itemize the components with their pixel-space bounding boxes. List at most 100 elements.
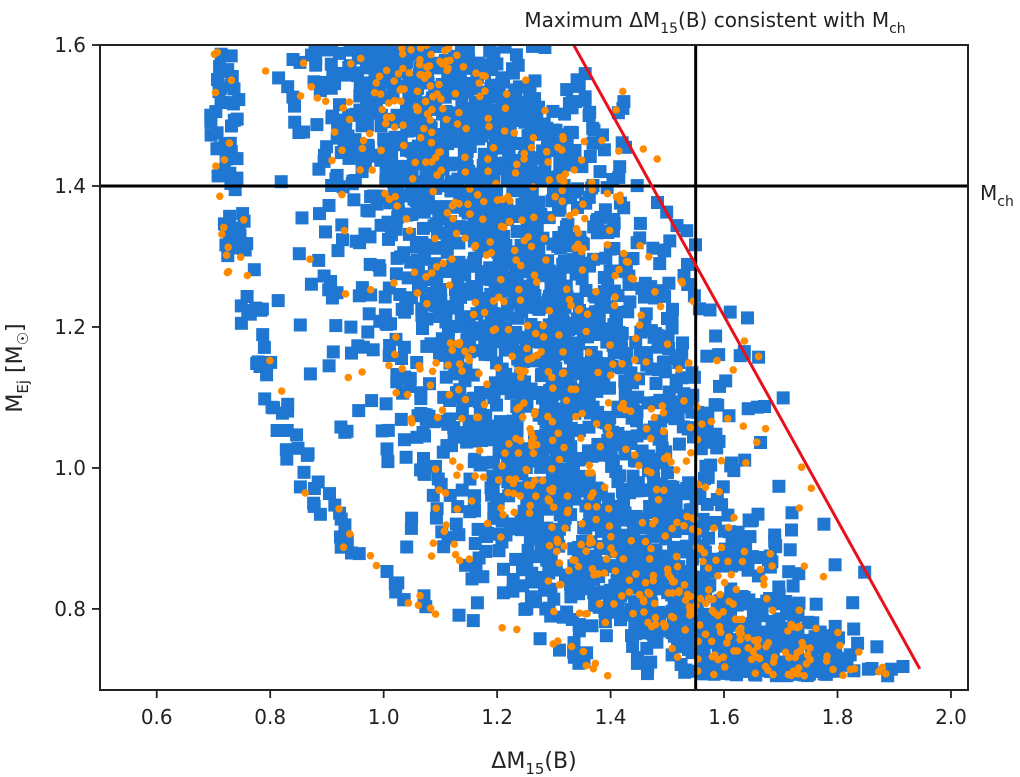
data-point-square	[270, 424, 284, 437]
data-point-square	[331, 244, 345, 258]
data-point-square	[633, 216, 647, 230]
data-point-square	[417, 452, 430, 465]
data-point-dot	[439, 104, 447, 113]
data-point-dot	[680, 397, 688, 405]
data-point-dot	[341, 290, 350, 298]
data-point-dot	[391, 350, 399, 359]
data-point-square	[625, 629, 638, 643]
data-point-square	[559, 421, 573, 435]
data-point-dot	[560, 443, 568, 452]
data-point-dot	[511, 169, 520, 177]
data-point-dot	[753, 438, 761, 447]
data-point-dot	[571, 244, 580, 252]
data-point-square	[286, 53, 300, 66]
data-point-dot	[432, 263, 441, 271]
data-point-dot	[464, 353, 473, 361]
data-point-square	[487, 48, 501, 62]
data-point-dot	[227, 76, 236, 84]
data-point-dot	[785, 653, 793, 662]
data-point-square	[329, 172, 343, 186]
data-point-dot	[277, 387, 286, 395]
data-point-square	[532, 241, 546, 255]
data-point-square	[375, 48, 389, 62]
data-point-square	[661, 330, 675, 344]
data-point-dot	[738, 557, 747, 566]
data-point-dot	[366, 551, 375, 560]
data-point-dot	[479, 215, 487, 223]
data-point-square	[698, 472, 711, 486]
data-point-dot	[533, 351, 542, 360]
data-point-dot	[455, 360, 464, 368]
data-point-dot	[725, 633, 733, 641]
data-point-dot	[736, 635, 744, 644]
data-point-dot	[571, 385, 580, 394]
data-point-square	[442, 323, 455, 337]
data-point-dot	[424, 70, 432, 79]
data-point-dot	[675, 587, 684, 595]
data-point-dot	[504, 192, 512, 201]
data-point-dot	[453, 120, 462, 128]
data-point-dot	[497, 533, 505, 541]
data-point-dot	[517, 373, 525, 382]
data-point-dot	[668, 644, 676, 653]
data-point-square	[587, 555, 601, 569]
data-point-dot	[739, 422, 748, 431]
data-point-square	[397, 433, 411, 447]
data-point-dot	[358, 144, 367, 153]
data-point-dot	[585, 539, 594, 547]
data-point-square	[430, 274, 444, 288]
data-point-dot	[579, 647, 588, 656]
data-point-dot	[646, 434, 655, 443]
x-tick-label: 1.6	[708, 705, 740, 729]
data-point-dot	[575, 609, 584, 617]
data-point-dot	[513, 405, 521, 413]
data-point-dot	[372, 561, 381, 570]
data-point-square	[336, 233, 349, 247]
data-point-dot	[555, 331, 563, 339]
data-point-square	[490, 398, 503, 412]
data-point-dot	[313, 94, 322, 102]
data-point-dot	[456, 463, 464, 471]
data-point-square	[279, 443, 293, 457]
data-point-dot	[483, 380, 491, 389]
data-point-square	[495, 416, 509, 430]
data-point-square	[506, 66, 520, 80]
data-point-square	[511, 311, 525, 325]
data-point-dot	[584, 348, 593, 357]
data-point-square	[632, 484, 646, 498]
data-point-square	[486, 387, 500, 401]
data-point-square	[313, 207, 326, 221]
data-point-square	[515, 198, 529, 212]
data-point-dot	[461, 395, 470, 404]
data-point-square	[307, 496, 321, 510]
data-point-dot	[544, 577, 553, 585]
data-point-dot	[225, 139, 234, 147]
data-point-square	[461, 45, 475, 57]
data-point-dot	[408, 419, 416, 427]
data-point-dot	[475, 369, 483, 378]
data-point-dot	[577, 540, 585, 549]
data-point-square	[499, 367, 513, 381]
data-point-dot	[582, 547, 590, 555]
data-point-dot	[461, 234, 469, 242]
data-point-square	[723, 305, 737, 319]
data-point-dot	[829, 665, 837, 674]
data-point-square	[506, 573, 520, 586]
data-point-dot	[416, 133, 425, 142]
data-point-dot	[498, 624, 507, 632]
data-point-square	[590, 226, 604, 240]
data-point-dot	[550, 607, 558, 616]
data-point-dot	[673, 653, 682, 661]
data-point-square	[572, 656, 586, 670]
data-point-dot	[700, 548, 709, 557]
data-point-dot	[714, 655, 722, 664]
data-point-dot	[296, 92, 305, 100]
data-point-square	[509, 114, 523, 127]
data-point-dot	[475, 79, 484, 87]
data-point-dot	[213, 48, 221, 57]
data-point-square	[546, 269, 560, 282]
data-point-dot	[653, 155, 661, 163]
data-point-dot	[619, 555, 628, 563]
data-point-dot	[668, 524, 676, 533]
data-point-square	[478, 58, 492, 72]
